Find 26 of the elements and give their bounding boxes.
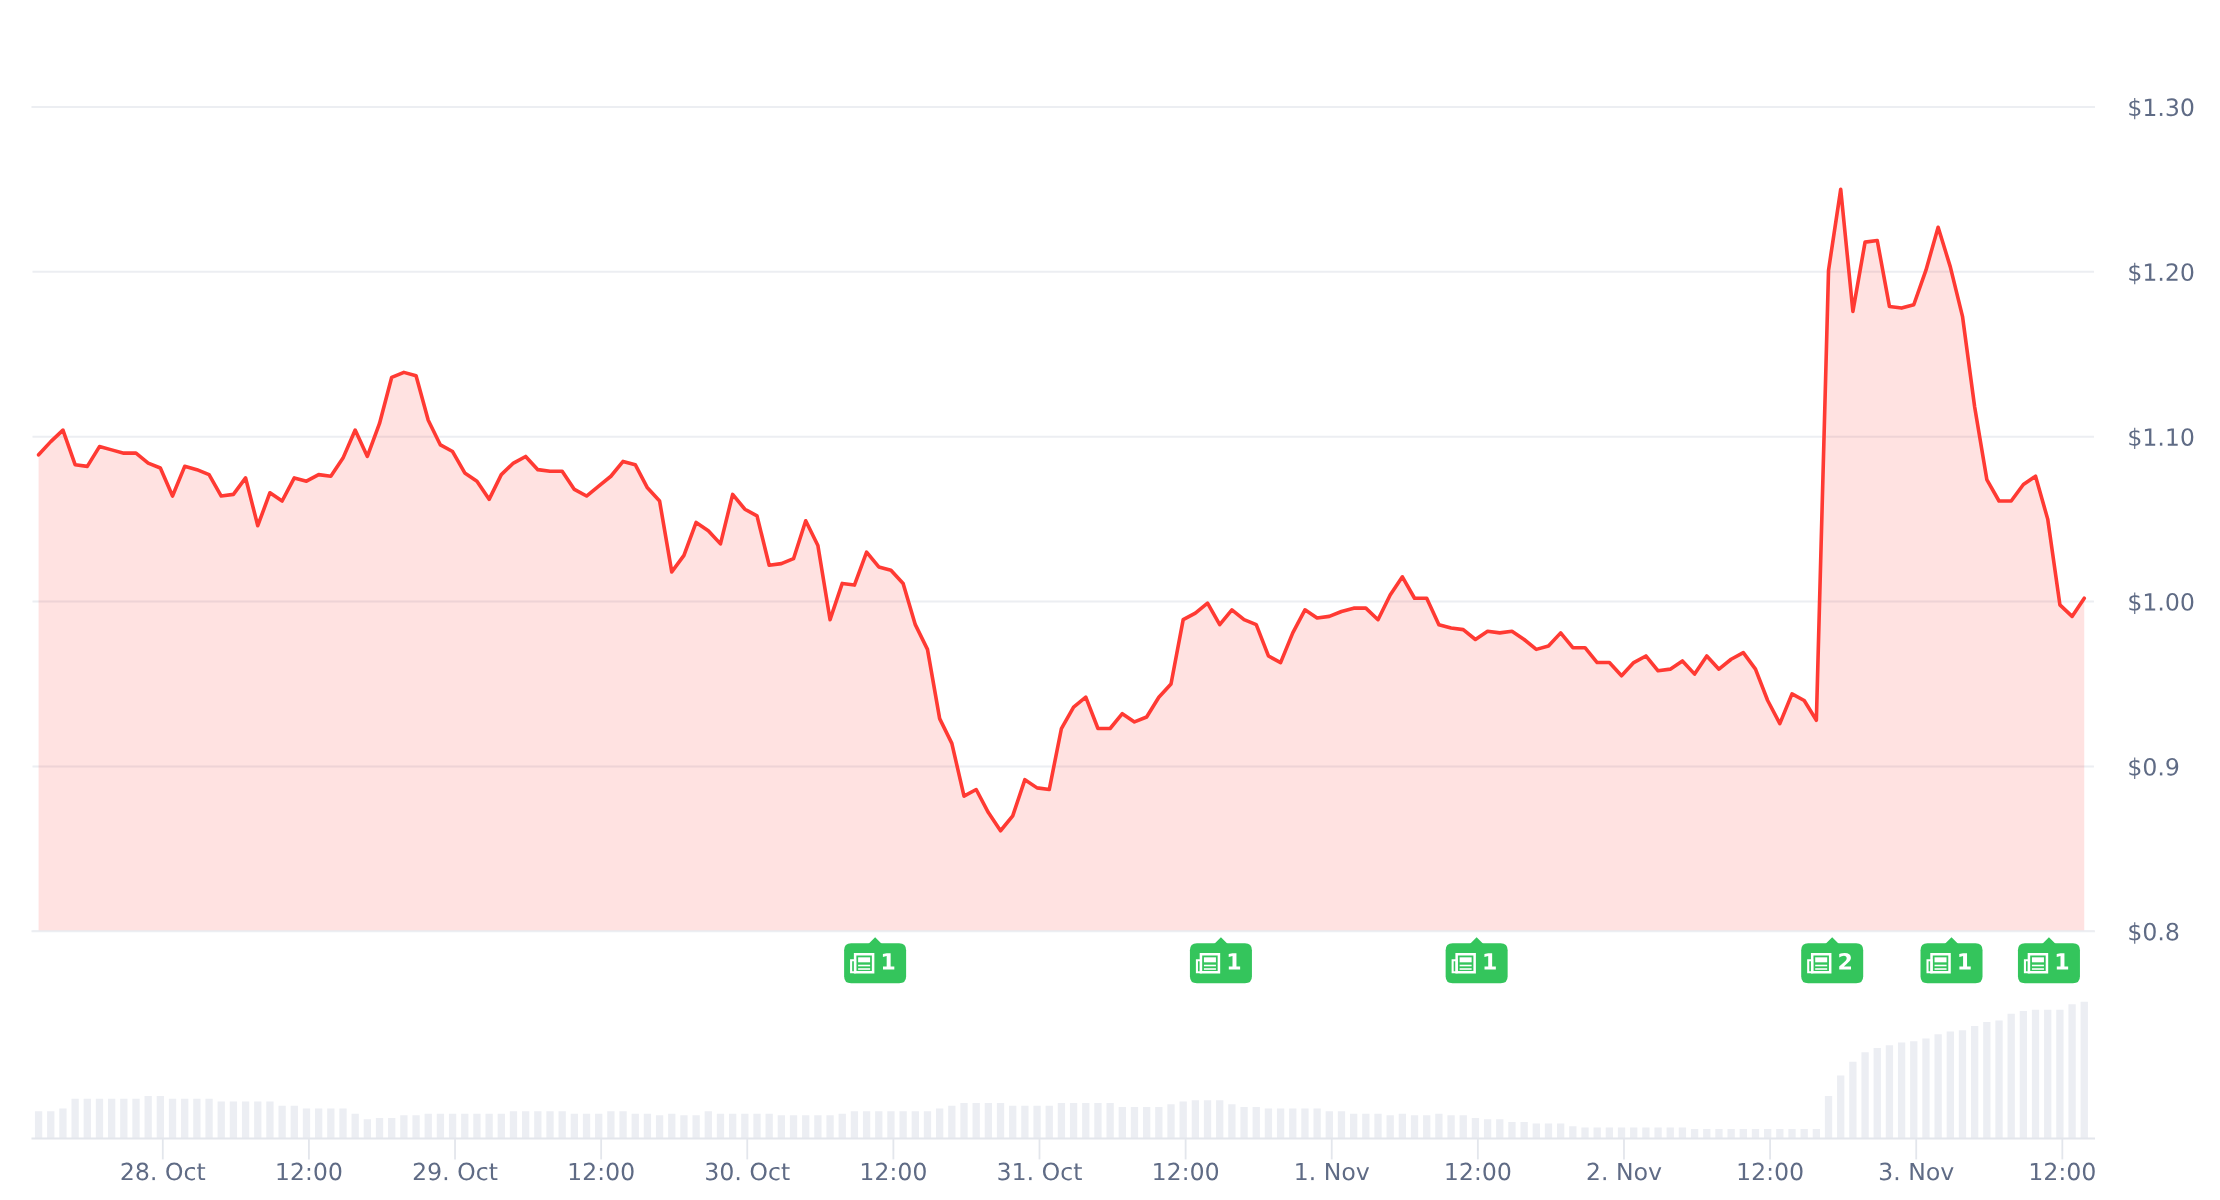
x-tick-label: 12:00	[1446, 1162, 1511, 1181]
x-tick-label: 31. Oct	[998, 1162, 1082, 1181]
x-tick-label: 12:00	[2030, 1162, 2095, 1181]
x-tick-label: 2. Nov	[1587, 1162, 1662, 1181]
x-tick-label: 12:00	[569, 1162, 634, 1181]
x-tick-label: 29. Oct	[413, 1162, 498, 1181]
y-tick-label: $1.20	[2129, 262, 2194, 285]
x-tick-label: 12:00	[861, 1162, 926, 1181]
x-tick-label: 3. Nov	[1879, 1162, 1954, 1181]
y-tick-label: $1.00	[2129, 592, 2194, 614]
x-tick-label: 28. Oct	[121, 1162, 206, 1181]
annotation: 1	[2056, 953, 2069, 970]
annotation: 1	[1228, 953, 1241, 970]
x-tick-label: 12:00	[277, 1162, 342, 1181]
y-tick-label: $0.8	[2129, 922, 2179, 944]
annotation: 1	[1484, 953, 1496, 970]
annotation: 1	[1959, 953, 1971, 970]
annotation: 1	[882, 953, 895, 970]
x-tick-label: 12:00	[1154, 1162, 1219, 1181]
annotation: 2	[1839, 952, 1851, 970]
x-tick-label: 12:00	[1738, 1162, 1803, 1181]
y-tick-label: $1.10	[2129, 427, 2194, 450]
x-tick-label: 30. Oct	[706, 1162, 790, 1181]
y-tick-label: $0.9	[2129, 757, 2179, 779]
y-tick-label: $1.30	[2129, 97, 2194, 120]
x-tick-label: 1. Nov	[1296, 1162, 1370, 1181]
